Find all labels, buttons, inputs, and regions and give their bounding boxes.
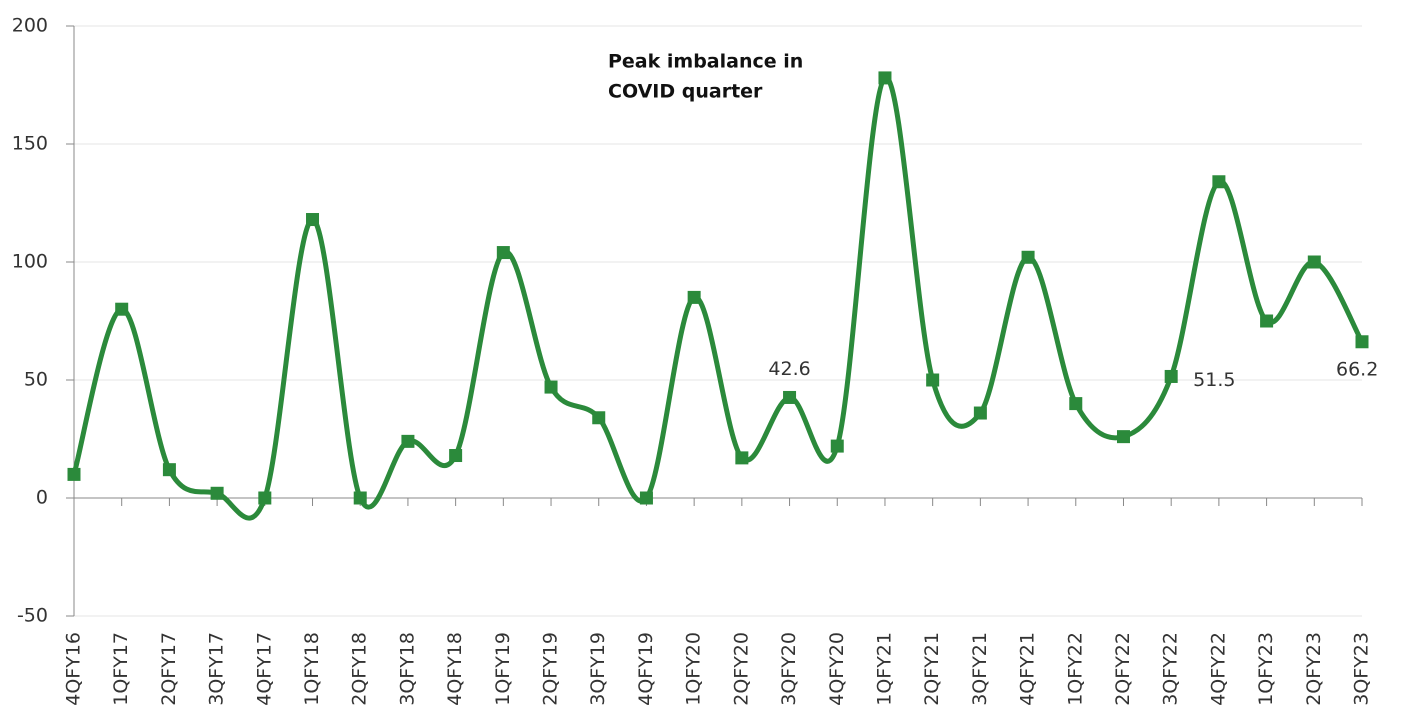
x-tick-label: 1QFY22 (1064, 632, 1086, 706)
y-tick-label: -50 (17, 605, 48, 627)
marker (735, 451, 749, 465)
y-tick-label: 150 (12, 133, 48, 155)
x-tick-label: 4QFY18 (444, 632, 466, 706)
y-tick-label: 200 (12, 15, 48, 37)
marker (449, 449, 463, 463)
x-tick-label: 2QFY17 (158, 632, 180, 706)
marker (830, 439, 844, 453)
marker (306, 213, 320, 227)
marker (1355, 335, 1369, 349)
x-tick-label: 1QFY20 (683, 632, 705, 706)
marker (783, 390, 797, 404)
x-tick-label: 2QFY19 (540, 632, 562, 706)
x-tick-label: 1QFY23 (1255, 632, 1277, 706)
marker (67, 467, 81, 481)
x-tick-label: 4QFY20 (826, 632, 848, 706)
marker (592, 411, 606, 425)
marker (258, 491, 272, 505)
x-tick-label: 3QFY17 (206, 632, 228, 706)
x-tick-label: 3QFY19 (587, 632, 609, 706)
x-tick-label: 3QFY21 (969, 632, 991, 706)
data-label: 66.2 (1336, 358, 1378, 380)
x-tick-label: 4QFY21 (1017, 632, 1039, 706)
x-tick-label: 4QFY16 (63, 632, 85, 706)
marker (401, 434, 415, 448)
marker (496, 246, 510, 260)
marker (1260, 314, 1274, 328)
x-tick-label: 1QFY17 (110, 632, 132, 706)
marker (1164, 369, 1178, 383)
x-tick-label: 4QFY19 (635, 632, 657, 706)
x-tick-label: 3QFY22 (1160, 632, 1182, 706)
x-tick-label: 1QFY18 (301, 632, 323, 706)
marker (162, 463, 176, 477)
marker (1069, 397, 1083, 411)
annotation: Peak imbalance in (608, 51, 803, 73)
annotation: COVID quarter (608, 81, 763, 103)
marker (687, 290, 701, 304)
data-label: 42.6 (768, 358, 810, 380)
marker (1212, 175, 1226, 189)
marker (926, 373, 940, 387)
marker (639, 491, 653, 505)
x-tick-label: 1QFY19 (492, 632, 514, 706)
y-tick-label: 100 (12, 251, 48, 273)
x-tick-label: 2QFY23 (1303, 632, 1325, 706)
x-tick-label: 3QFY18 (396, 632, 418, 706)
marker (878, 71, 892, 85)
marker (1021, 250, 1035, 264)
marker (115, 302, 129, 316)
x-tick-label: 1QFY21 (873, 632, 895, 706)
marker (210, 486, 224, 500)
marker (353, 491, 367, 505)
x-tick-label: 4QFY22 (1207, 632, 1229, 706)
marker (973, 406, 987, 420)
x-tick-label: 2QFY21 (921, 632, 943, 706)
marker (544, 380, 558, 394)
x-tick-label: 3QFY20 (778, 632, 800, 706)
x-tick-label: 2QFY18 (349, 632, 371, 706)
x-tick-label: 2QFY20 (730, 632, 752, 706)
y-tick-label: 0 (36, 487, 48, 509)
marker (1307, 255, 1321, 269)
x-tick-label: 2QFY22 (1112, 632, 1134, 706)
marker (1116, 430, 1130, 444)
x-tick-label: 3QFY23 (1351, 632, 1373, 706)
y-tick-label: 50 (24, 369, 48, 391)
x-tick-label: 4QFY17 (253, 632, 275, 706)
data-label: 51.5 (1193, 369, 1235, 391)
